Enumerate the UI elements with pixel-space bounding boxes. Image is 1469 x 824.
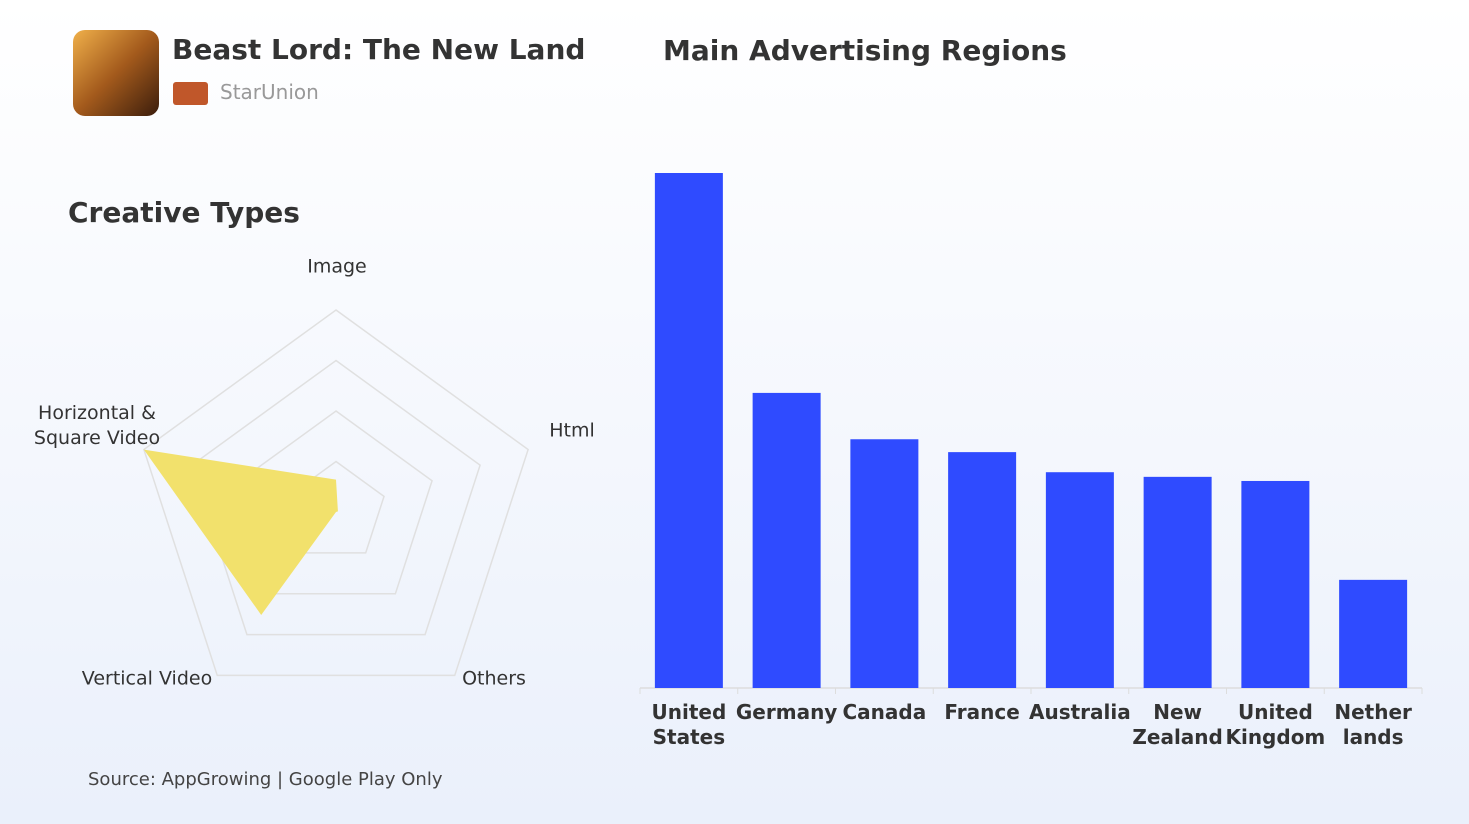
bar	[1241, 480, 1310, 688]
x-tick-label: United Kingdom	[1225, 700, 1326, 749]
axis-label: Vertical Video	[81, 667, 213, 690]
bar	[1045, 472, 1114, 688]
bar	[1339, 579, 1408, 688]
plot-area	[143, 173, 1423, 694]
axis-label: Html	[549, 419, 595, 442]
bar-title: Main Advertising Regions	[663, 34, 1067, 67]
app-title: Beast Lord: The New Land	[172, 33, 586, 66]
developer-badge	[173, 82, 208, 105]
grid-ring	[191, 359, 481, 636]
source: Source: AppGrowing | Google Play Only	[88, 769, 443, 790]
x-tick-label: New Zealand	[1132, 700, 1223, 749]
bar	[752, 392, 821, 688]
radar-title: Creative Types	[68, 196, 300, 229]
x-tick-label: Canada	[842, 700, 927, 724]
x-tick-label: Nether lands	[1334, 700, 1412, 749]
x-tick-label: United States	[651, 700, 727, 749]
bar	[1143, 476, 1212, 688]
axis-label: Image	[307, 255, 367, 278]
developer: StarUnion	[220, 80, 319, 104]
x-tick-label: Germany	[735, 700, 838, 724]
radar-area	[143, 449, 338, 615]
x-tick-label: Australia	[1029, 700, 1131, 724]
axis-label: Horizontal & Square Video	[33, 402, 161, 449]
bar	[948, 452, 1017, 688]
grid-ring	[143, 309, 529, 677]
bar	[850, 439, 919, 688]
axis-label: Others	[462, 667, 526, 690]
x-tick-label: France	[944, 700, 1020, 724]
app-icon	[73, 30, 159, 116]
bar	[654, 173, 723, 688]
